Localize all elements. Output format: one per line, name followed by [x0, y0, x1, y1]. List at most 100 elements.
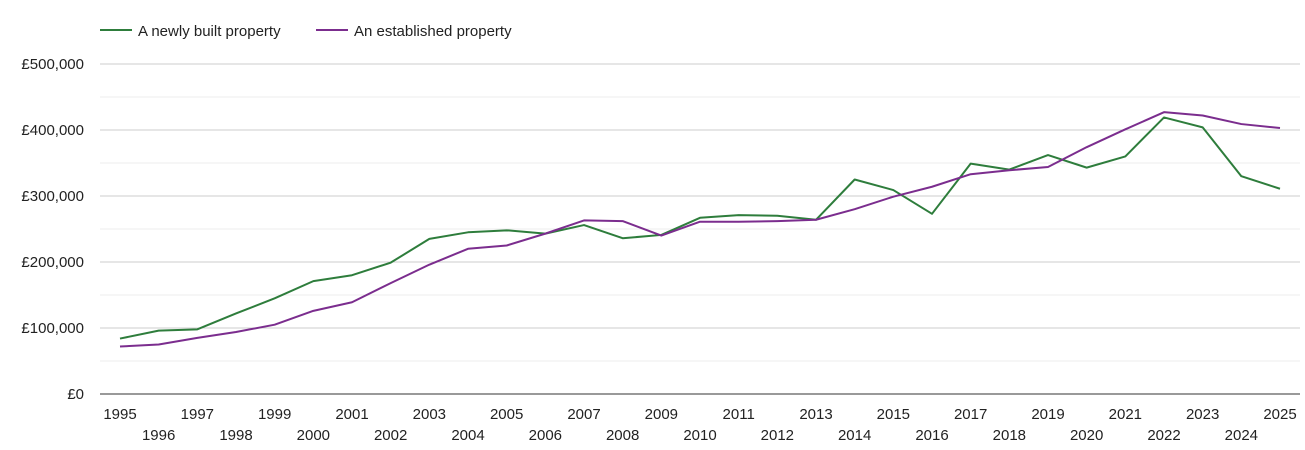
data-point-established[interactable]: [235, 331, 237, 333]
x-tick-label: 2010: [683, 427, 716, 444]
data-point-established[interactable]: [1163, 111, 1165, 113]
data-point-established[interactable]: [158, 344, 160, 346]
data-point-established[interactable]: [312, 310, 314, 312]
y-tick-label: £100,000: [21, 320, 84, 337]
legend-item-newly-built[interactable]: A newly built property: [100, 23, 281, 40]
data-point-established[interactable]: [467, 248, 469, 250]
data-point-newly-built[interactable]: [119, 338, 121, 340]
x-tick-label: 2020: [1070, 427, 1103, 444]
data-point-established[interactable]: [854, 208, 856, 210]
data-point-newly-built[interactable]: [892, 189, 894, 191]
x-tick-label: 2015: [877, 406, 910, 423]
data-point-established[interactable]: [583, 219, 585, 221]
data-point-newly-built[interactable]: [235, 312, 237, 314]
data-point-newly-built[interactable]: [351, 274, 353, 276]
x-tick-label: 1995: [103, 406, 136, 423]
x-tick-label: 2012: [761, 427, 794, 444]
data-point-established[interactable]: [738, 221, 740, 223]
series-group: [119, 111, 1281, 348]
data-point-established[interactable]: [1240, 123, 1242, 125]
data-point-established[interactable]: [892, 196, 894, 198]
legend-item-established[interactable]: An established property: [316, 23, 512, 40]
x-tick-label: 2025: [1263, 406, 1296, 423]
data-point-newly-built[interactable]: [738, 214, 740, 216]
data-point-newly-built[interactable]: [1202, 126, 1204, 128]
data-point-newly-built[interactable]: [274, 297, 276, 299]
x-tick-label: 2005: [490, 406, 523, 423]
data-point-newly-built[interactable]: [158, 330, 160, 332]
data-point-newly-built[interactable]: [1124, 155, 1126, 157]
legend: A newly built property An established pr…: [100, 23, 512, 40]
y-tick-label: £200,000: [21, 254, 84, 271]
data-point-newly-built[interactable]: [622, 237, 624, 239]
x-tick-label: 2011: [723, 406, 755, 423]
data-point-newly-built[interactable]: [1240, 175, 1242, 177]
data-point-newly-built[interactable]: [312, 280, 314, 282]
x-tick-label: 2022: [1147, 427, 1180, 444]
data-point-established[interactable]: [1086, 146, 1088, 148]
data-point-newly-built[interactable]: [931, 213, 933, 215]
x-tick-label: 1998: [219, 427, 252, 444]
x-tick-label: 2007: [567, 406, 600, 423]
x-tick-label: 2024: [1225, 427, 1258, 444]
data-point-newly-built[interactable]: [970, 163, 972, 165]
data-point-established[interactable]: [1279, 127, 1281, 129]
x-tick-label: 2003: [413, 406, 446, 423]
data-point-newly-built[interactable]: [699, 217, 701, 219]
x-tick-label: 2009: [645, 406, 678, 423]
data-point-established[interactable]: [428, 264, 430, 266]
x-tick-label: 2004: [451, 427, 484, 444]
data-point-established[interactable]: [776, 220, 778, 222]
data-point-established[interactable]: [274, 324, 276, 326]
data-point-newly-built[interactable]: [854, 179, 856, 181]
x-tick-label: 1996: [142, 427, 175, 444]
data-point-established[interactable]: [815, 219, 817, 221]
data-point-established[interactable]: [544, 233, 546, 235]
data-point-established[interactable]: [660, 235, 662, 237]
data-point-newly-built[interactable]: [506, 229, 508, 231]
data-point-newly-built[interactable]: [467, 231, 469, 233]
x-tick-label: 2014: [838, 427, 871, 444]
x-tick-label: 2017: [954, 406, 987, 423]
x-tick-label: 2016: [915, 427, 948, 444]
data-point-newly-built[interactable]: [1279, 188, 1281, 190]
y-axis: £0 £100,000 £200,000 £300,000 £400,000 £500,0…: [21, 56, 84, 403]
x-tick-label: 2019: [1031, 406, 1064, 423]
data-point-established[interactable]: [390, 282, 392, 284]
data-point-established[interactable]: [119, 345, 121, 347]
y-tick-label: £300,000: [21, 188, 84, 205]
data-point-established[interactable]: [622, 220, 624, 222]
x-tick-label: 2008: [606, 427, 639, 444]
data-point-newly-built[interactable]: [196, 328, 198, 330]
data-point-newly-built[interactable]: [428, 238, 430, 240]
data-point-established[interactable]: [970, 173, 972, 175]
data-point-established[interactable]: [931, 186, 933, 188]
data-point-established[interactable]: [1047, 166, 1049, 168]
data-point-established[interactable]: [351, 301, 353, 303]
data-point-established[interactable]: [1008, 169, 1010, 171]
y-tick-label: £500,000: [21, 56, 84, 73]
data-point-established[interactable]: [699, 221, 701, 223]
x-tick-label: 2006: [529, 427, 562, 444]
x-tick-label: 2013: [799, 406, 832, 423]
data-point-newly-built[interactable]: [1086, 167, 1088, 169]
x-tick-label: 1999: [258, 406, 291, 423]
x-tick-label: 2023: [1186, 406, 1219, 423]
x-tick-label: 2000: [297, 427, 330, 444]
data-point-newly-built[interactable]: [1047, 154, 1049, 156]
x-tick-label: 1997: [181, 406, 214, 423]
x-tick-label: 2001: [335, 406, 368, 423]
data-point-newly-built[interactable]: [390, 262, 392, 264]
x-tick-label: 2002: [374, 427, 407, 444]
data-point-newly-built[interactable]: [1163, 116, 1165, 118]
x-tick-label: 2021: [1109, 406, 1142, 423]
data-point-established[interactable]: [1202, 114, 1204, 116]
data-point-established[interactable]: [506, 245, 508, 247]
grid: [100, 63, 1300, 362]
data-point-newly-built[interactable]: [583, 224, 585, 226]
legend-label-newly-built: A newly built property: [138, 23, 281, 40]
data-point-established[interactable]: [1124, 128, 1126, 130]
data-point-newly-built[interactable]: [776, 215, 778, 217]
data-point-established[interactable]: [196, 337, 198, 339]
